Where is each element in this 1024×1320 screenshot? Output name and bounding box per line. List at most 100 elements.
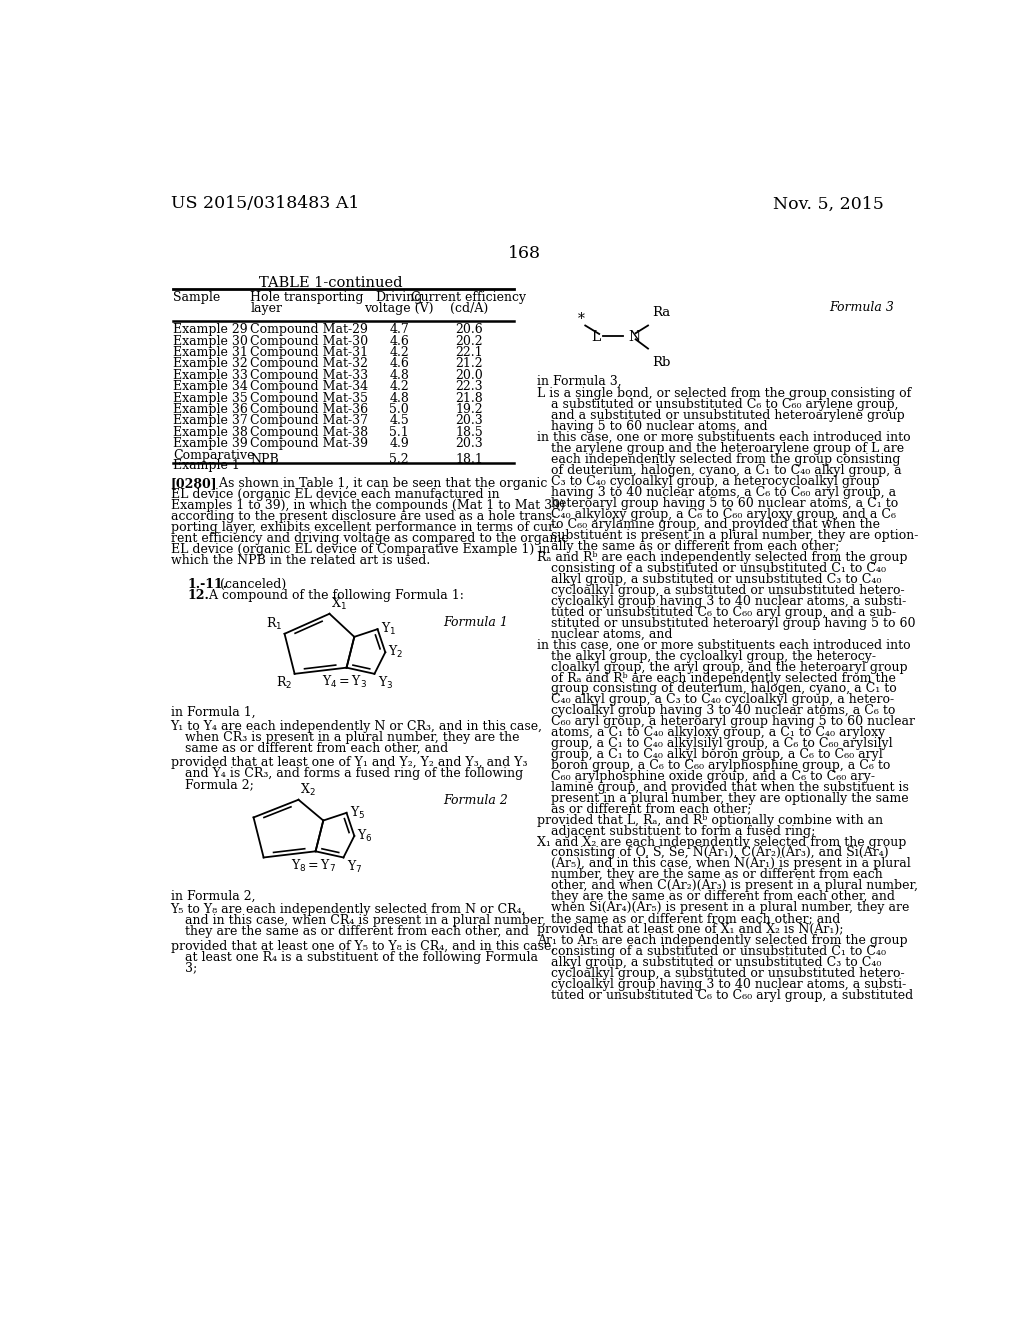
Text: [0280]: [0280] xyxy=(171,478,217,490)
Text: Example 30: Example 30 xyxy=(173,334,248,347)
Text: number, they are the same as or different from each: number, they are the same as or differen… xyxy=(551,869,883,882)
Text: tuted or unsubstituted C₆ to C₆₀ aryl group, a substituted: tuted or unsubstituted C₆ to C₆₀ aryl gr… xyxy=(551,989,913,1002)
Text: 4.8: 4.8 xyxy=(389,368,410,381)
Text: when CR₃ is present in a plural number, they are the: when CR₃ is present in a plural number, … xyxy=(184,731,519,743)
Text: C₆₀ arylphosphine oxide group, and a C₆ to C₆₀ ary-: C₆₀ arylphosphine oxide group, and a C₆ … xyxy=(551,770,876,783)
Text: and Y₄ is CR₃, and forms a fused ring of the following: and Y₄ is CR₃, and forms a fused ring of… xyxy=(184,767,523,780)
Text: NPB: NPB xyxy=(251,453,280,466)
Text: lamine group, and provided that when the substituent is: lamine group, and provided that when the… xyxy=(551,781,909,793)
Text: N: N xyxy=(628,330,640,345)
Text: C₆₀ aryl group, a heteroaryl group having 5 to 60 nuclear: C₆₀ aryl group, a heteroaryl group havin… xyxy=(551,715,915,729)
Text: EL device (organic EL device of Comparative Example 1) in: EL device (organic EL device of Comparat… xyxy=(171,543,550,556)
Text: each independently selected from the group consisting: each independently selected from the gro… xyxy=(551,453,901,466)
Text: 5.0: 5.0 xyxy=(389,403,410,416)
Text: which the NPB in the related art is used.: which the NPB in the related art is used… xyxy=(171,554,430,566)
Text: Compound Mat-33: Compound Mat-33 xyxy=(251,368,369,381)
Text: 4.6: 4.6 xyxy=(389,334,410,347)
Text: Example 29: Example 29 xyxy=(173,323,248,337)
Text: Example 33: Example 33 xyxy=(173,368,248,381)
Text: *: * xyxy=(578,313,585,326)
Text: 21.2: 21.2 xyxy=(456,358,482,371)
Text: present in a plural number, they are optionally the same: present in a plural number, they are opt… xyxy=(551,792,908,805)
Text: Current efficiency: Current efficiency xyxy=(412,290,526,304)
Text: voltage (V): voltage (V) xyxy=(365,302,434,314)
Text: cycloalkyl group, a substituted or unsubstituted hetero-: cycloalkyl group, a substituted or unsub… xyxy=(551,583,905,597)
Text: Formula 2;: Formula 2; xyxy=(184,777,254,791)
Text: R$_2$: R$_2$ xyxy=(276,676,292,692)
Text: they are the same as or different from each other, and: they are the same as or different from e… xyxy=(184,925,528,939)
Text: other, and when C(Ar₂)(Ar₃) is present in a plural number,: other, and when C(Ar₂)(Ar₃) is present i… xyxy=(551,879,919,892)
Text: (Ar₅), and in this case, when N(Ar₁) is present in a plural: (Ar₅), and in this case, when N(Ar₁) is … xyxy=(551,858,911,870)
Text: to C₆₀ arylamine group, and provided that when the: to C₆₀ arylamine group, and provided tha… xyxy=(551,519,881,532)
Text: X$_2$: X$_2$ xyxy=(300,781,315,799)
Text: 20.2: 20.2 xyxy=(456,334,482,347)
Text: 4.5: 4.5 xyxy=(389,414,410,428)
Text: Driving: Driving xyxy=(376,290,423,304)
Text: Example 36: Example 36 xyxy=(173,403,248,416)
Text: Y₁ to Y₄ are each independently N or CR₃, and in this case,: Y₁ to Y₄ are each independently N or CR₃… xyxy=(171,719,543,733)
Text: cycloalkyl group having 3 to 40 nuclear atoms, a substi-: cycloalkyl group having 3 to 40 nuclear … xyxy=(551,978,906,991)
Text: US 2015/0318483 A1: US 2015/0318483 A1 xyxy=(171,195,359,213)
Text: Sample: Sample xyxy=(173,290,220,304)
Text: Ra: Ra xyxy=(652,306,671,319)
Text: having 5 to 60 nuclear atoms, and: having 5 to 60 nuclear atoms, and xyxy=(551,420,768,433)
Text: 12.: 12. xyxy=(187,589,210,602)
Text: 18.1: 18.1 xyxy=(455,453,483,466)
Text: (canceled): (canceled) xyxy=(216,578,286,591)
Text: Formula 2: Formula 2 xyxy=(442,795,508,808)
Text: L: L xyxy=(592,330,601,345)
Text: Example 32: Example 32 xyxy=(173,358,248,371)
Text: in this case, one or more substituents each introduced into: in this case, one or more substituents e… xyxy=(538,430,910,444)
Text: and a substituted or unsubstituted heteroarylene group: and a substituted or unsubstituted heter… xyxy=(551,409,905,422)
Text: Example 34: Example 34 xyxy=(173,380,248,393)
Text: 20.3: 20.3 xyxy=(455,437,483,450)
Text: at least one R₄ is a substituent of the following Formula: at least one R₄ is a substituent of the … xyxy=(184,950,538,964)
Text: 4.8: 4.8 xyxy=(389,392,410,404)
Text: in this case, one or more substituents each introduced into: in this case, one or more substituents e… xyxy=(538,639,910,652)
Text: TABLE 1-continued: TABLE 1-continued xyxy=(259,276,402,290)
Text: Compound Mat-36: Compound Mat-36 xyxy=(251,403,369,416)
Text: as or different from each other;: as or different from each other; xyxy=(551,803,752,816)
Text: 168: 168 xyxy=(508,246,542,263)
Text: Y$_1$: Y$_1$ xyxy=(381,622,396,638)
Text: atoms, a C₁ to C₄₀ alkyloxy group, a C₁ to C₄₀ aryloxy: atoms, a C₁ to C₄₀ alkyloxy group, a C₁ … xyxy=(551,726,886,739)
Text: according to the present disclosure are used as a hole trans-: according to the present disclosure are … xyxy=(171,510,556,523)
Text: rent efficiency and driving voltage as compared to the organic: rent efficiency and driving voltage as c… xyxy=(171,532,568,545)
Text: provided that at least one of Y₅ to Y₈ is CR₄, and in this case,: provided that at least one of Y₅ to Y₈ i… xyxy=(171,940,555,953)
Text: layer: layer xyxy=(251,302,283,314)
Text: consisting of a substituted or unsubstituted C₁ to C₄₀: consisting of a substituted or unsubstit… xyxy=(551,945,886,958)
Text: the arylene group and the heteroarylene group of L are: the arylene group and the heteroarylene … xyxy=(551,442,904,455)
Text: substituent is present in a plural number, they are option-: substituent is present in a plural numbe… xyxy=(551,529,919,543)
Text: and in this case, when CR₄ is present in a plural number,: and in this case, when CR₄ is present in… xyxy=(184,915,546,928)
Text: Y$_6$: Y$_6$ xyxy=(357,828,373,843)
Text: Compound Mat-34: Compound Mat-34 xyxy=(251,380,369,393)
Text: alkyl group, a substituted or unsubstituted C₃ to C₄₀: alkyl group, a substituted or unsubstitu… xyxy=(551,573,882,586)
Text: C₄₀ alkyloxy group, a C₆ to C₆₀ aryloxy group, and a C₆: C₄₀ alkyloxy group, a C₆ to C₆₀ aryloxy … xyxy=(551,507,896,520)
Text: X$_1$: X$_1$ xyxy=(331,597,347,612)
Text: consisting of O, S, Se, N(Ar₁), C(Ar₂)(Ar₃), and Si(Ar₄): consisting of O, S, Se, N(Ar₁), C(Ar₂)(A… xyxy=(551,846,889,859)
Text: porting layer, exhibits excellent performance in terms of cur-: porting layer, exhibits excellent perfor… xyxy=(171,521,558,535)
Text: Hole transporting: Hole transporting xyxy=(251,290,364,304)
Text: heteroaryl group having 5 to 60 nuclear atoms, a C₁ to: heteroaryl group having 5 to 60 nuclear … xyxy=(551,496,898,510)
Text: the same as or different from each other; and: the same as or different from each other… xyxy=(551,912,841,925)
Text: Rb: Rb xyxy=(652,356,671,370)
Text: L is a single bond, or selected from the group consisting of: L is a single bond, or selected from the… xyxy=(538,387,911,400)
Text: the alkyl group, the cycloalkyl group, the heterocy-: the alkyl group, the cycloalkyl group, t… xyxy=(551,649,877,663)
Text: 5.2: 5.2 xyxy=(389,453,409,466)
Text: alkyl group, a substituted or unsubstituted C₃ to C₄₀: alkyl group, a substituted or unsubstitu… xyxy=(551,956,882,969)
Text: 4.2: 4.2 xyxy=(389,380,410,393)
Text: Compound Mat-31: Compound Mat-31 xyxy=(251,346,369,359)
Text: Example 35: Example 35 xyxy=(173,392,248,404)
Text: (cd/A): (cd/A) xyxy=(450,302,488,314)
Text: 3;: 3; xyxy=(184,961,197,974)
Text: Compound Mat-38: Compound Mat-38 xyxy=(251,426,369,438)
Text: Compound Mat-39: Compound Mat-39 xyxy=(251,437,369,450)
Text: Comparative: Comparative xyxy=(173,449,254,462)
Text: ally the same as or different from each other;: ally the same as or different from each … xyxy=(551,540,840,553)
Text: 20.3: 20.3 xyxy=(455,414,483,428)
Text: Y$_8$$=$Y$_7$: Y$_8$$=$Y$_7$ xyxy=(292,858,337,874)
Text: 18.5: 18.5 xyxy=(455,426,483,438)
Text: 22.3: 22.3 xyxy=(456,380,482,393)
Text: group, a C₁ to C₄₀ alkyl boron group, a C₆ to C₆₀ aryl: group, a C₁ to C₄₀ alkyl boron group, a … xyxy=(551,748,883,762)
Text: cloalkyl group, the aryl group, and the heteroaryl group: cloalkyl group, the aryl group, and the … xyxy=(551,660,907,673)
